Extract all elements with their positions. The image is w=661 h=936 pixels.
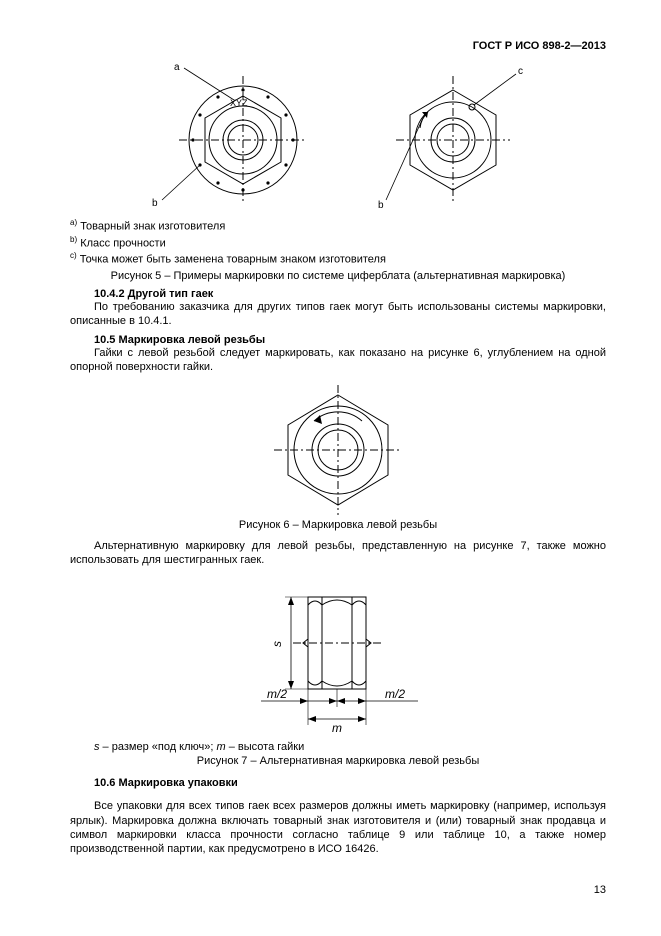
note-b: b) Класс прочности [70, 235, 606, 252]
fig7-m2-left: m/2 [267, 687, 287, 701]
document-header: ГОСТ Р ИСО 898-2—2013 [70, 40, 606, 52]
fig5-label-a: a [174, 62, 180, 73]
note-a: a) Товарный знак изготовителя [70, 218, 606, 235]
fig7-m-label: m [332, 721, 342, 735]
section-10-4-2-body: По требованию заказчика для других типов… [70, 300, 606, 329]
section-10-4-2-title: 10.4.2 Другой тип гаек [70, 288, 606, 300]
section-10-5-alt: Альтернативную маркировку для левой резь… [70, 539, 606, 568]
fig7-s-label: s [270, 641, 284, 647]
fig5-left-diagram: XYZ a b [148, 60, 318, 210]
fig5-right-diagram: c b [378, 60, 528, 210]
page: ГОСТ Р ИСО 898-2—2013 [0, 0, 661, 926]
note-c: c) Точка может быть заменена товарным зн… [70, 251, 606, 268]
page-number: 13 [70, 884, 606, 896]
figure-7-caption: Рисунок 7 – Альтернативная маркировка ле… [70, 755, 606, 767]
figure-5: XYZ a b [70, 60, 606, 210]
figure-5-notes: a) Товарный знак изготовителя b) Класс п… [70, 218, 606, 268]
fig7-diagram: s m/2 m/2 m [223, 577, 453, 737]
figure-5-caption: Рисунок 5 – Примеры маркировки по систем… [70, 270, 606, 282]
figure-7: s m/2 m/2 m [70, 577, 606, 737]
section-10-6-body: Все упаковки для всех типов гаек всех ра… [70, 799, 606, 856]
figure-6-caption: Рисунок 6 – Маркировка левой резьбы [70, 519, 606, 531]
fig5-label-b2: b [378, 200, 384, 210]
fig5-label-c: c [518, 66, 523, 77]
fig6-diagram [268, 385, 408, 515]
fig5-label-b: b [152, 198, 158, 209]
fig7-m2-right: m/2 [385, 687, 405, 701]
figure-6 [70, 385, 606, 515]
section-10-5-body: Гайки с левой резьбой следует маркироват… [70, 346, 606, 375]
figure-7-legend: s – размер «под ключ»; m – высота гайки [70, 741, 606, 753]
section-10-5-title: 10.5 Маркировка левой резьбы [70, 334, 606, 346]
section-10-6-title: 10.6 Маркировка упаковки [70, 777, 606, 789]
